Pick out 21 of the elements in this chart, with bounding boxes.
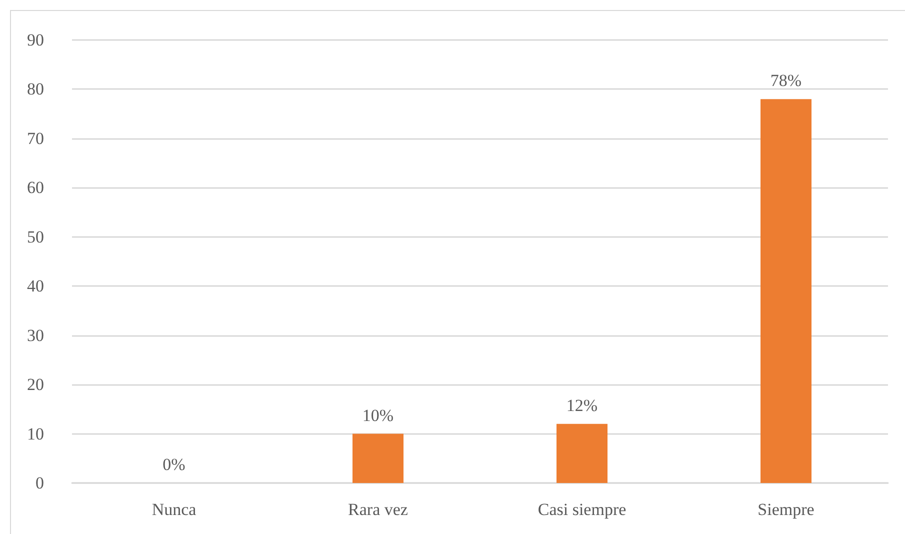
data-label: 78% <box>770 71 802 90</box>
bar <box>556 424 608 483</box>
data-label: 0% <box>162 455 186 474</box>
x-tick-label: Rara vez <box>348 500 408 519</box>
data-label: 12% <box>566 396 598 415</box>
x-tick-label: Casi siempre <box>538 500 626 519</box>
bar <box>760 99 812 483</box>
x-tick-label: Nunca <box>152 500 197 519</box>
y-tick-label: 20 <box>27 375 44 394</box>
x-tick-label: Siempre <box>758 500 814 519</box>
y-tick-label: 30 <box>27 326 44 345</box>
bar <box>352 434 404 483</box>
y-tick-label: 10 <box>27 424 44 444</box>
y-tick-label: 70 <box>27 128 44 148</box>
y-tick-label: 90 <box>27 30 44 50</box>
y-tick-label: 60 <box>27 178 44 198</box>
data-label: 10% <box>362 406 394 425</box>
y-tick-label: 40 <box>27 276 44 296</box>
y-tick-label: 0 <box>36 474 44 492</box>
y-tick-label: 80 <box>27 80 44 99</box>
y-tick-label: 50 <box>27 227 44 246</box>
